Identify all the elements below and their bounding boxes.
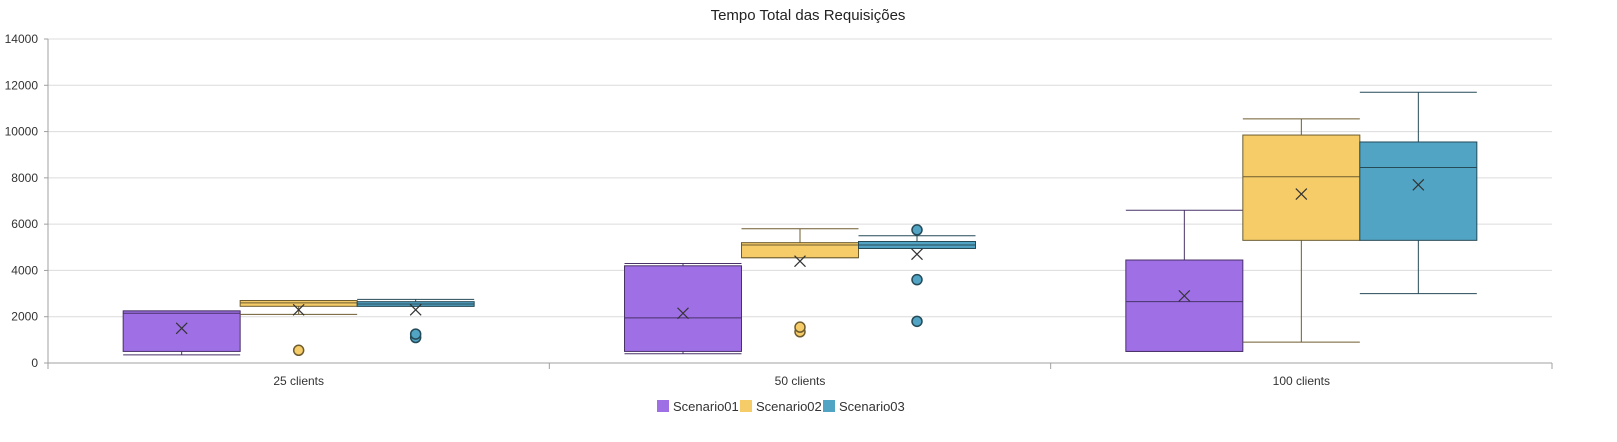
- mean-marker: [292, 303, 305, 316]
- legend-label: Scenario02: [756, 399, 822, 414]
- grid-lines: [48, 38, 1552, 318]
- box-scenario01-1: [624, 262, 742, 355]
- outlier-point: [911, 224, 923, 236]
- y-tick-label: 8000: [11, 171, 38, 185]
- legend-item-scenario02[interactable]: Scenario02: [740, 399, 822, 414]
- legend-swatch: [740, 400, 752, 412]
- outlier-point: [409, 328, 422, 340]
- outlier-point: [911, 273, 923, 286]
- chart-title: Tempo Total das Requisições: [711, 7, 906, 24]
- mean-marker: [677, 307, 689, 320]
- box-scenario02-2: [1242, 118, 1361, 343]
- y-tick-label: 12000: [5, 78, 39, 92]
- outlier-point: [292, 344, 305, 357]
- mean-marker: [1295, 188, 1308, 200]
- box-series: [122, 91, 1478, 357]
- y-tick-label: 14000: [5, 32, 39, 46]
- box-scenario03-2: [1359, 91, 1478, 295]
- legend-swatch: [823, 400, 835, 412]
- y-tick-label: 2000: [11, 310, 38, 324]
- y-tick-label: 4000: [11, 263, 38, 277]
- iqr-box: [624, 265, 742, 352]
- mean-marker: [409, 303, 422, 316]
- x-category-label: 50 clients: [775, 374, 826, 388]
- y-tick-label: 6000: [11, 217, 38, 231]
- box-scenario01-2: [1125, 209, 1244, 352]
- legend-label: Scenario03: [839, 399, 905, 414]
- x-category-label: 25 clients: [273, 374, 324, 388]
- mean-marker: [1412, 178, 1425, 191]
- legend-item-scenario01[interactable]: Scenario01: [657, 399, 739, 414]
- outlier-point: [911, 315, 923, 328]
- iqr-box: [1359, 141, 1478, 241]
- iqr-box: [1242, 134, 1361, 241]
- mean-marker: [911, 248, 923, 261]
- box-scenario03-1: [858, 224, 976, 328]
- box-scenario01-0: [122, 310, 241, 356]
- legend-swatch: [657, 400, 669, 412]
- x-category-label: 100 clients: [1273, 374, 1330, 388]
- mean-marker: [175, 322, 188, 335]
- mean-marker: [1178, 289, 1191, 302]
- box-scenario02-0: [239, 300, 358, 357]
- y-tick-label: 10000: [5, 125, 39, 139]
- legend[interactable]: Scenario01 Scenario02 Scenario03: [657, 399, 905, 414]
- iqr-box: [1125, 259, 1244, 352]
- legend-label: Scenario01: [673, 399, 739, 414]
- box-scenario03-0: [356, 298, 475, 344]
- axes: 0 2000 4000 6000 8000 10000 12000 14000 25 clien…: [5, 32, 1553, 388]
- box-scenario02-1: [741, 228, 859, 338]
- iqr-box: [239, 300, 358, 307]
- outlier-point: [794, 321, 806, 333]
- legend-item-scenario03[interactable]: Scenario03: [823, 399, 905, 414]
- iqr-box: [122, 310, 241, 352]
- iqr-box: [741, 242, 859, 259]
- y-tick-label: 0: [31, 356, 38, 370]
- mean-marker: [794, 255, 806, 268]
